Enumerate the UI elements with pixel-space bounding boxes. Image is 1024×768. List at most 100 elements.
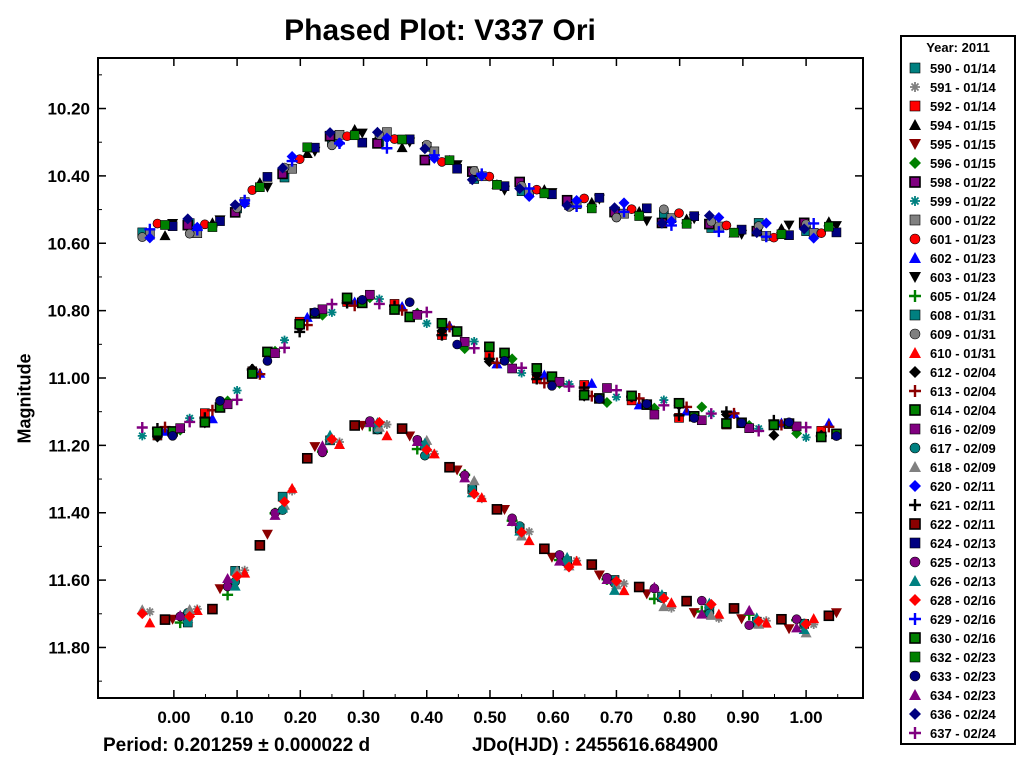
data-point	[279, 342, 291, 354]
legend-label: 594 - 01/15	[930, 118, 996, 133]
legend-marker-shape	[909, 518, 921, 530]
legend-marker	[910, 82, 920, 92]
legend-label: 603 - 01/23	[930, 270, 996, 285]
x-tick-label-10: 1.00	[790, 708, 823, 727]
legend-item: 634 - 02/23	[906, 686, 1014, 704]
data-point	[373, 416, 385, 428]
data-point	[182, 213, 194, 225]
data-point	[831, 431, 842, 441]
data-point	[648, 581, 660, 592]
data-point	[215, 216, 225, 226]
legend-marker-shape	[909, 613, 921, 625]
data-point	[262, 356, 273, 366]
data-point	[371, 126, 383, 138]
data-point	[444, 461, 455, 473]
data-point	[136, 608, 148, 620]
legend-marker	[909, 689, 921, 700]
data-point	[229, 199, 241, 211]
data-point	[144, 232, 156, 244]
legend-label: 601 - 01/23	[930, 232, 996, 247]
data-point	[696, 608, 708, 619]
data-point	[816, 228, 827, 238]
legend-label: 620 - 02/11	[930, 479, 996, 494]
data-point	[476, 492, 488, 503]
data-point	[277, 502, 289, 513]
data-point	[611, 212, 622, 223]
data-point	[199, 416, 211, 428]
data-point	[791, 622, 803, 633]
data-point	[523, 191, 535, 203]
data-point	[184, 610, 196, 622]
data-point	[665, 219, 677, 231]
series-34	[182, 126, 810, 239]
legend-item: 637 - 02/24	[906, 724, 1014, 742]
legend-marker-shape	[909, 272, 921, 283]
data-point	[207, 603, 218, 615]
legend-marker-shape	[909, 594, 921, 606]
data-point	[159, 230, 171, 241]
data-point	[784, 417, 794, 428]
data-point	[808, 217, 820, 229]
data-point	[231, 394, 243, 406]
legend-marker	[909, 214, 921, 226]
data-point	[776, 229, 787, 240]
legend-label: 595 - 01/15	[930, 137, 996, 152]
data-point	[365, 289, 375, 300]
legend-item: 622 - 02/11	[906, 515, 1014, 533]
data-point	[396, 142, 408, 153]
legend-marker	[909, 537, 921, 549]
legend-label: 612 - 02/04	[930, 365, 996, 380]
data-point	[381, 430, 393, 441]
legend-marker	[909, 62, 921, 74]
data-point	[783, 624, 795, 635]
data-point	[524, 527, 534, 537]
legend-label: 618 - 02/09	[930, 460, 996, 475]
legend-marker	[909, 252, 921, 263]
data-point	[649, 409, 660, 420]
data-point	[152, 426, 163, 438]
data-point	[316, 440, 328, 451]
data-point	[658, 399, 670, 411]
data-point	[174, 609, 186, 620]
series-29	[144, 137, 820, 243]
data-point	[364, 417, 376, 428]
data-point	[286, 155, 298, 167]
legend-item: 592 - 01/14	[906, 97, 1014, 115]
legend-marker	[909, 461, 921, 472]
legend-item: 628 - 02/16	[906, 591, 1014, 609]
data-point	[191, 224, 203, 236]
data-point	[356, 128, 368, 139]
data-point	[372, 138, 383, 149]
legend-marker	[909, 423, 921, 435]
y-tick-label-3: 10.80	[47, 302, 90, 321]
data-point	[373, 298, 385, 310]
data-point	[262, 172, 273, 182]
data-point	[516, 362, 528, 374]
data-point	[459, 472, 471, 483]
data-points	[136, 124, 842, 638]
data-point	[753, 425, 765, 437]
x-tick-label-4: 0.40	[410, 708, 443, 727]
legend-marker-shape	[909, 442, 921, 454]
series-33	[174, 417, 803, 633]
data-point	[507, 363, 517, 374]
data-point	[144, 617, 156, 628]
data-point	[167, 431, 178, 441]
legend-label: 599 - 01/22	[930, 194, 996, 209]
axis-ticks: 0.00 0.10 0.20 0.30 0.40 0.50 0.60 0.70 0.80 0.90…	[47, 58, 863, 727]
legend-item: 598 - 01/22	[906, 173, 1014, 191]
legend-label: 624 - 02/13	[930, 536, 996, 551]
data-point	[713, 608, 725, 619]
legend-label: 625 - 02/13	[930, 555, 996, 570]
legend-item: 636 - 02/24	[906, 705, 1014, 723]
data-point	[294, 318, 305, 330]
legend-label: 590 - 01/14	[930, 61, 996, 76]
legend-label: 621 - 02/11	[930, 498, 996, 513]
legend-marker	[909, 309, 921, 321]
x-tick-label-3: 0.30	[347, 708, 380, 727]
data-point	[633, 581, 645, 593]
series-32	[167, 295, 842, 441]
data-point	[419, 143, 431, 155]
legend-marker-shape	[909, 480, 921, 492]
legend-marker-shape	[909, 62, 921, 74]
